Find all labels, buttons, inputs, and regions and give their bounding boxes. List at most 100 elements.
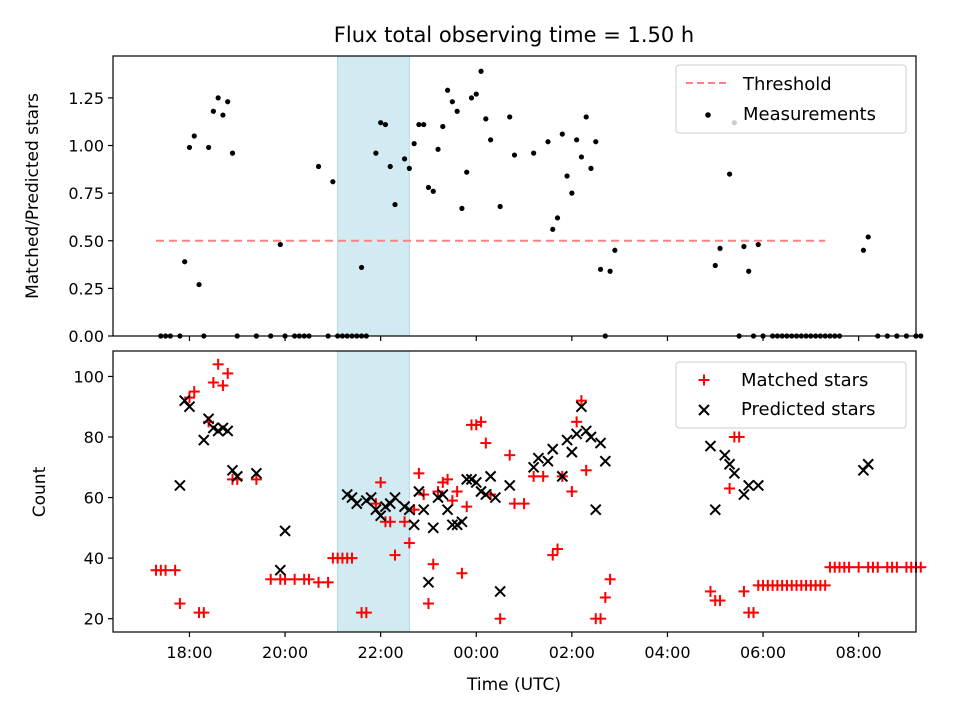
predicted-star-point — [460, 473, 473, 486]
matched-star-point — [418, 489, 430, 501]
matched-star-point — [403, 537, 415, 549]
predicted-star-point — [470, 476, 482, 489]
top-legend-box — [675, 64, 907, 134]
predicted-star-point — [183, 401, 196, 413]
matched-star-point — [733, 431, 745, 443]
measurement-point — [229, 150, 236, 156]
predicted-star-point — [743, 479, 755, 492]
matched-star-point — [456, 567, 468, 579]
predicted-star-point — [351, 497, 363, 510]
measurement-point — [220, 112, 226, 118]
measurement-point — [554, 215, 561, 221]
matched-star-point — [250, 473, 262, 485]
measurement-point — [483, 116, 489, 122]
measurement-point — [559, 131, 565, 137]
measurements-legend-label: Measurements — [743, 104, 876, 125]
matched-star-point — [552, 543, 564, 555]
matched-star-point — [853, 561, 865, 573]
measurement-point — [755, 241, 761, 248]
measurements-legend-marker — [705, 112, 711, 118]
matched-star-point — [547, 549, 559, 561]
predicted-star-point — [561, 434, 573, 446]
matched-star-point — [461, 501, 473, 513]
x-tick-label: 08:00 — [836, 643, 882, 662]
predicted-star-point — [202, 413, 215, 425]
predicted-star-point — [441, 503, 454, 516]
predicted-star-point — [403, 503, 416, 516]
measurement-point — [564, 173, 570, 179]
predicted-star-point — [599, 455, 612, 467]
x-tick-label: 20:00 — [262, 643, 308, 662]
bottom-x-ticks: 18:00 20:00 22:00 00:00 02:00 04:00 06:00 08:00 — [166, 632, 882, 662]
measurement-point — [478, 68, 484, 74]
measurement-point — [918, 333, 924, 339]
measurement-point — [406, 165, 412, 171]
matched-star-point — [183, 392, 195, 404]
x-tick-label: 18:00 — [166, 643, 212, 662]
matched-star-point — [480, 437, 492, 449]
top-x-ticks — [188, 336, 860, 341]
matched-star-point — [537, 470, 549, 482]
measurement-point — [726, 171, 733, 177]
measurement-point — [511, 152, 518, 158]
predicted-star-point — [547, 443, 559, 455]
measurement-point — [225, 99, 231, 105]
measurement-point — [416, 121, 422, 128]
top-y-ticks: 0.00 0.25 0.50 0.75 1.00 1.25 — [68, 89, 113, 346]
y-tick-label: 80 — [84, 428, 104, 447]
predicted-star-point — [408, 519, 420, 531]
matched-star-point — [188, 386, 200, 398]
predicted-star-point — [709, 503, 721, 516]
measurement-point — [597, 266, 604, 272]
bottom-axes-frame — [112, 350, 917, 633]
matched-legend-label: Matched stars — [741, 370, 868, 391]
y-tick-label: 100 — [73, 367, 104, 386]
predicted-star-point — [723, 458, 736, 470]
measurement-point — [373, 150, 379, 156]
matched-star-point — [360, 607, 372, 619]
measurement-point — [392, 201, 398, 208]
measurement-point — [454, 108, 460, 114]
threshold-legend-label: Threshold — [742, 74, 832, 95]
measurement-point — [449, 99, 455, 105]
matched-star-point — [724, 482, 736, 494]
matched-star-point — [384, 516, 396, 528]
measurement-point — [387, 163, 393, 170]
bottom-y-ticks: 20 40 60 80 100 — [73, 367, 113, 629]
predicted-star-point — [575, 401, 588, 413]
matched-star-point — [528, 470, 540, 482]
predicted-star-point — [198, 434, 210, 446]
x-tick-label: 06:00 — [740, 643, 786, 662]
measurement-point — [430, 188, 436, 194]
measurement-point — [746, 268, 752, 274]
y-tick-label: 60 — [84, 489, 104, 508]
measurement-point — [205, 144, 212, 151]
figure-title: Flux total observing time = 1.50 h — [334, 23, 694, 47]
top-shaded-span — [337, 55, 410, 337]
predicted-star-point — [389, 491, 401, 504]
predicted-star-point — [542, 455, 554, 467]
matched-star-point — [265, 573, 277, 585]
y-tick-label: 1.00 — [68, 137, 104, 156]
measurement-point — [186, 144, 193, 151]
measurement-point — [401, 156, 408, 162]
matched-star-point — [566, 486, 578, 497]
measurement-point — [382, 121, 389, 128]
predicted-star-point — [590, 503, 602, 516]
matched-star-point — [891, 561, 903, 573]
x-tick-label: 04:00 — [644, 643, 690, 662]
bottom-legend-box — [675, 361, 907, 429]
measurement-point — [378, 120, 384, 126]
measurement-point — [569, 190, 575, 196]
measurement-point — [358, 264, 365, 271]
matched-star-point — [370, 498, 382, 510]
matched-star-point — [580, 464, 592, 476]
matched-star-point — [346, 552, 358, 564]
measurement-point — [411, 141, 417, 147]
matched-star-point — [169, 564, 181, 576]
y-tick-label: 0.25 — [68, 279, 104, 298]
measurement-point — [468, 95, 475, 101]
measurement-point — [191, 133, 197, 139]
matched-star-point — [571, 416, 583, 428]
matched-star-point — [509, 498, 520, 510]
